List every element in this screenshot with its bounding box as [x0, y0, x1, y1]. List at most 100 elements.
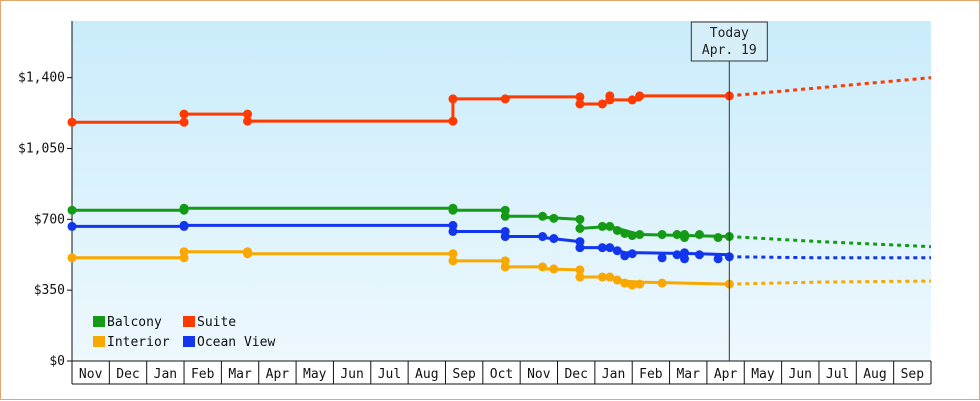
- legend: Balcony Suite Interior Ocean View: [93, 315, 275, 350]
- legend-label-ocean-view: Ocean View: [197, 335, 275, 350]
- data-point: [448, 256, 458, 266]
- legend-swatch-ocean-view: [183, 336, 195, 347]
- today-label-line2: Apr. 19: [702, 43, 757, 58]
- data-point: [575, 214, 585, 224]
- data-point: [612, 246, 622, 256]
- data-point: [575, 223, 585, 233]
- data-point: [597, 243, 607, 253]
- data-point: [67, 221, 77, 231]
- month-label: Jun: [789, 367, 812, 382]
- legend-swatch-suite: [183, 316, 195, 327]
- today-label-line1: Today: [710, 26, 749, 41]
- month-label: Feb: [191, 367, 215, 382]
- data-point: [627, 249, 637, 259]
- data-point: [538, 211, 548, 221]
- month-label: Dec: [564, 367, 587, 382]
- data-point: [549, 234, 559, 244]
- x-axis: Nov Dec Jan Feb Mar Apr May Jun Jul Aug Sep Oct Nov D…: [71, 360, 932, 385]
- month-label: Sep: [452, 367, 476, 382]
- y-tick-label: $1,400: [18, 71, 65, 86]
- data-point: [627, 95, 637, 105]
- series-forecast-interior: [729, 279, 932, 286]
- month-label: Mar: [676, 367, 700, 382]
- y-axis: $0 $350 $700 $1,050 $1,400: [18, 21, 73, 381]
- series-forecast-suite: [729, 76, 932, 98]
- month-label: May: [303, 367, 327, 382]
- legend-label-suite: Suite: [197, 315, 236, 330]
- data-point: [67, 205, 77, 215]
- data-point: [243, 109, 253, 119]
- data-point: [538, 232, 548, 242]
- series-ocean-view: [67, 220, 931, 264]
- data-point: [179, 220, 189, 230]
- data-point: [448, 94, 458, 104]
- data-point: [67, 117, 77, 127]
- data-point: [680, 248, 690, 258]
- data-point: [243, 116, 253, 126]
- data-point: [597, 99, 607, 109]
- data-point: [575, 243, 585, 253]
- data-point: [448, 205, 458, 215]
- month-label: Nov: [527, 367, 551, 382]
- month-label: Sep: [901, 367, 925, 382]
- data-point: [605, 91, 615, 101]
- data-point: [500, 232, 510, 242]
- month-label: Apr: [714, 367, 738, 382]
- data-point: [635, 230, 645, 240]
- y-tick-label: $350: [34, 283, 65, 298]
- data-point: [500, 94, 510, 104]
- data-point: [620, 278, 630, 288]
- data-point: [620, 251, 630, 261]
- data-point: [575, 265, 585, 275]
- legend-swatch-interior: [93, 336, 105, 347]
- series-group: [67, 76, 932, 290]
- data-point: [672, 250, 682, 260]
- data-point: [575, 99, 585, 109]
- legend-swatch-balcony: [93, 316, 105, 327]
- data-point: [657, 278, 667, 288]
- month-label: Aug: [863, 367, 886, 382]
- data-point: [67, 253, 77, 263]
- data-point: [575, 92, 585, 102]
- data-point: [605, 243, 615, 253]
- data-point: [605, 221, 615, 231]
- data-point: [549, 213, 559, 223]
- data-point: [448, 116, 458, 126]
- month-label: Jan: [154, 367, 177, 382]
- data-point: [713, 254, 723, 264]
- legend-label-balcony: Balcony: [107, 315, 162, 330]
- data-point: [672, 230, 682, 240]
- data-point: [657, 230, 667, 240]
- data-point: [500, 211, 510, 221]
- month-label: Jan: [602, 367, 625, 382]
- data-point: [179, 203, 189, 213]
- data-point: [597, 221, 607, 231]
- y-tick-label: $700: [34, 212, 65, 227]
- month-label: Feb: [639, 367, 663, 382]
- month-label: Apr: [266, 367, 290, 382]
- data-point: [635, 279, 645, 289]
- month-label: Jul: [378, 367, 401, 382]
- month-label: Dec: [116, 367, 139, 382]
- month-label: Oct: [490, 367, 513, 382]
- data-point: [448, 249, 458, 259]
- data-point: [605, 272, 615, 282]
- month-label: Aug: [415, 367, 438, 382]
- plot-background: [72, 21, 931, 361]
- data-point: [620, 229, 630, 238]
- data-point: [243, 249, 253, 259]
- data-point: [179, 109, 189, 119]
- series-forecast-balcony: [729, 235, 932, 249]
- series-interior: [67, 247, 932, 290]
- data-point: [179, 117, 189, 127]
- month-label: Jul: [826, 367, 849, 382]
- data-point: [597, 272, 607, 282]
- month-label: Mar: [228, 367, 252, 382]
- data-point: [635, 91, 645, 101]
- data-point: [575, 272, 585, 282]
- data-point: [448, 226, 458, 236]
- series-suite: [67, 76, 932, 127]
- y-tick-label: $0: [49, 354, 65, 369]
- data-point: [612, 275, 622, 285]
